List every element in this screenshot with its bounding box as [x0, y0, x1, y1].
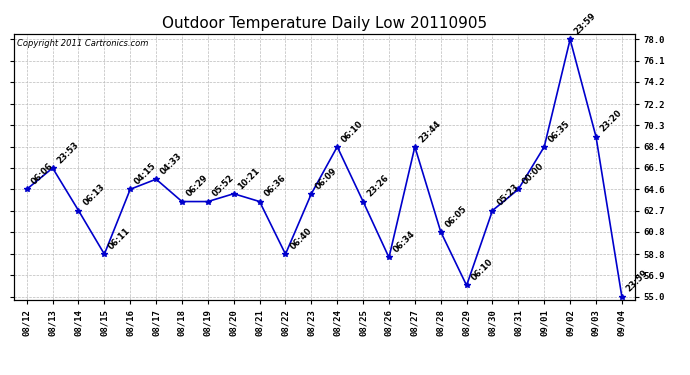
Title: Outdoor Temperature Daily Low 20110905: Outdoor Temperature Daily Low 20110905	[161, 16, 487, 31]
Text: 06:36: 06:36	[262, 174, 288, 199]
Text: 23:59: 23:59	[573, 11, 598, 37]
Text: 06:40: 06:40	[288, 226, 313, 251]
Text: 10:21: 10:21	[237, 166, 262, 191]
Text: 23:53: 23:53	[55, 140, 81, 165]
Text: 04:33: 04:33	[159, 151, 184, 176]
Text: 06:29: 06:29	[185, 174, 210, 199]
Text: 23:26: 23:26	[366, 174, 391, 199]
Text: 06:13: 06:13	[81, 183, 106, 208]
Text: 05:52: 05:52	[210, 174, 236, 199]
Text: Copyright 2011 Cartronics.com: Copyright 2011 Cartronics.com	[17, 39, 148, 48]
Text: 06:06: 06:06	[30, 161, 55, 186]
Text: 00:00: 00:00	[521, 162, 546, 186]
Text: 06:10: 06:10	[469, 258, 495, 283]
Text: 05:23: 05:23	[495, 183, 520, 208]
Text: 06:05: 06:05	[444, 204, 469, 229]
Text: 04:15: 04:15	[133, 161, 158, 186]
Text: 23:20: 23:20	[599, 109, 624, 134]
Text: 06:34: 06:34	[392, 230, 417, 255]
Text: 23:44: 23:44	[417, 118, 443, 144]
Text: 06:35: 06:35	[547, 119, 572, 144]
Text: 06:09: 06:09	[314, 166, 339, 191]
Text: 23:59: 23:59	[624, 268, 650, 294]
Text: 06:10: 06:10	[340, 119, 365, 144]
Text: 06:11: 06:11	[107, 226, 132, 251]
